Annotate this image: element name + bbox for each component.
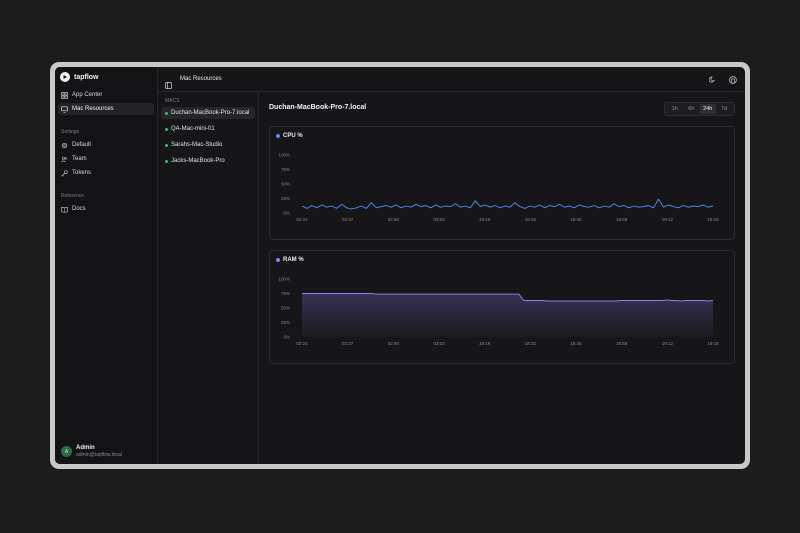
mac-name: Sarahs-Mac-Studio [171, 142, 223, 148]
online-status-dot [165, 143, 168, 147]
ram-x-tick-label: 03:03 [433, 341, 445, 346]
cpu-x-tick-label: 02:37 [342, 217, 354, 222]
cpu-y-tick-label: 100% [278, 153, 290, 158]
time-range-selector: 1h 6h 24h 7d [664, 102, 735, 116]
cpu-x-tick-label: 02:50 [388, 217, 400, 222]
range-1h-button[interactable]: 1h [671, 106, 678, 112]
cpu-y-tick-label: 50% [281, 182, 290, 187]
macs-section-label: MACS [165, 98, 180, 104]
mac-list-item[interactable]: QA-Mac-mini-01 [161, 123, 255, 135]
ram-series-line [302, 293, 714, 302]
ram-x-tick-label: 18:32 [525, 341, 537, 346]
ram-x-tick-label: 19:18 [707, 341, 719, 346]
sidebar: tapflow App Center Mac Resources Setting… [55, 67, 158, 464]
mac-list-item[interactable]: Sarahs-Mac-Studio [161, 139, 255, 151]
range-6h-button[interactable]: 6h [688, 106, 695, 112]
online-status-dot [165, 111, 168, 115]
book-icon [61, 206, 68, 213]
ram-chart-label: RAM % [283, 257, 304, 263]
sidebar-item-label: App Center [72, 92, 103, 98]
sidebar-item-label: Default [72, 142, 92, 148]
cpu-x-tick-label: 19:12 [662, 217, 674, 222]
cpu-y-tick-label: 75% [281, 167, 290, 172]
cpu-x-tick-label: 18:58 [616, 217, 628, 222]
ram-y-tick-label: 50% [281, 306, 290, 311]
user-name: Admin [76, 445, 95, 451]
sidebar-item-label: Docs [72, 206, 86, 212]
mac-list-item[interactable]: Jacks-MacBook-Pro [161, 155, 255, 167]
ram-chart: 100% 75% 50% 25% 0% 02:24 02:37 02:50 03:03 19:19… [278, 277, 719, 347]
macs-pane: MACS Duchan-MacBook-Pro-7.local QA-Mac-m… [157, 92, 259, 464]
cpu-y-tick-label: 25% [281, 196, 290, 201]
sidebar-toggle-icon[interactable] [165, 76, 172, 94]
cpu-chart-card: CPU % 100% 75% 50% 25% 0% 02:24 02:37 02:50 03:0… [269, 126, 735, 240]
cpu-x-tick-label: 03:03 [433, 217, 445, 222]
cpu-x-tick-label: 19:18 [707, 217, 719, 222]
tapflow-logo-icon [60, 72, 70, 82]
brand[interactable]: tapflow [60, 72, 99, 82]
mac-name: Jacks-MacBook-Pro [171, 158, 225, 164]
ram-x-tick-label: 19:19 [479, 341, 491, 346]
main-content: Duchan-MacBook-Pro-7.local 1h 6h 24h 7d … [259, 92, 745, 464]
ram-y-tick-label: 25% [281, 320, 290, 325]
app-window: tapflow App Center Mac Resources Setting… [55, 67, 745, 464]
sidebar-item-label: Tokens [72, 170, 92, 176]
theme-toggle-moon-icon[interactable] [708, 75, 717, 84]
host-title: Duchan-MacBook-Pro-7.local [269, 104, 367, 111]
mac-list-item[interactable]: Duchan-MacBook-Pro-7.local [161, 107, 255, 119]
cpu-y-tick-label: 0% [283, 211, 290, 216]
online-status-dot [165, 127, 168, 131]
cpu-series-line [301, 198, 714, 210]
sidebar-item-app-center[interactable]: App Center [58, 89, 154, 101]
reference-section-label: Reference [61, 193, 85, 199]
ram-chart-card: RAM % 100% 75% 50% 25% 0% 02:24 02:37 02:50 03:0… [269, 250, 735, 364]
ram-y-tick-label: 0% [283, 335, 290, 340]
ram-chart-title: RAM % [276, 257, 304, 263]
online-status-dot [165, 159, 168, 163]
cpu-legend-dot [276, 134, 280, 138]
ram-x-tick-label: 18:45 [570, 341, 582, 346]
users-icon [61, 156, 68, 163]
cpu-x-tick-label: 18:32 [525, 217, 537, 222]
ram-x-tick-label: 02:50 [388, 341, 400, 346]
user-email: admin@tapflow.local [76, 452, 122, 458]
topbar: Mac Resources [157, 67, 745, 92]
sidebar-item-docs[interactable]: Docs [58, 203, 154, 215]
cpu-x-tick-label: 19:19 [479, 217, 491, 222]
settings-section-label: Settings [61, 129, 80, 135]
sidebar-item-team[interactable]: Team [58, 153, 154, 165]
mac-name: QA-Mac-mini-01 [171, 126, 215, 132]
ram-y-tick-label: 100% [278, 277, 290, 282]
grid-icon [61, 91, 68, 99]
ram-x-tick-label: 02:24 [296, 341, 308, 346]
brand-name: tapflow [74, 73, 99, 81]
cpu-chart-label: CPU % [283, 133, 303, 139]
monitor-icon [61, 105, 68, 113]
ram-x-tick-label: 02:37 [342, 341, 354, 346]
github-icon[interactable] [728, 75, 737, 84]
range-7d-button[interactable]: 7d [721, 106, 728, 112]
ram-x-tick-label: 19:12 [662, 341, 674, 346]
sidebar-item-tokens[interactable]: Tokens [58, 167, 154, 179]
page-title: Mac Resources [180, 76, 222, 82]
cpu-x-tick-label: 18:45 [570, 217, 582, 222]
ram-series-area [302, 293, 713, 337]
key-icon [61, 169, 68, 177]
ram-legend-dot [276, 258, 280, 262]
gear-icon [61, 142, 68, 149]
ram-x-tick-label: 18:58 [616, 341, 628, 346]
sidebar-item-mac-resources[interactable]: Mac Resources [58, 103, 154, 115]
range-24h-button[interactable]: 24h [700, 104, 716, 114]
sidebar-item-label: Team [72, 156, 87, 162]
sidebar-item-label: Mac Resources [72, 106, 114, 112]
cpu-x-tick-label: 02:24 [296, 217, 308, 222]
mac-name: Duchan-MacBook-Pro-7.local [171, 110, 250, 116]
user-profile[interactable]: A Admin admin@tapflow.local [61, 445, 122, 458]
cpu-chart: 100% 75% 50% 25% 0% 02:24 02:37 02:50 03:03 19:19… [278, 153, 719, 223]
avatar: A [61, 446, 72, 457]
sidebar-item-default[interactable]: Default [58, 139, 154, 151]
ram-y-tick-label: 75% [281, 291, 290, 296]
cpu-chart-title: CPU % [276, 133, 303, 139]
